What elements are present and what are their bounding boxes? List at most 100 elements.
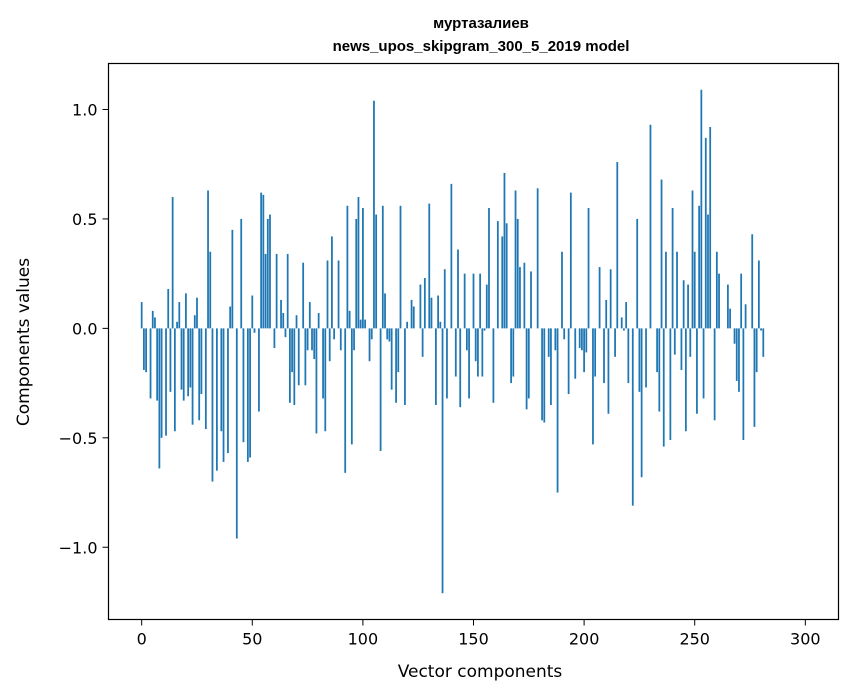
bar-109 xyxy=(381,205,384,329)
bar-217 xyxy=(620,317,623,329)
bar-265 xyxy=(727,284,729,329)
bar-198 xyxy=(578,328,581,349)
bar-248 xyxy=(689,328,692,357)
bar-46 xyxy=(242,328,245,443)
bar-95 xyxy=(350,328,353,445)
bar-12 xyxy=(167,288,170,329)
bar-173 xyxy=(523,262,526,329)
bar-20 xyxy=(185,293,187,329)
bar-29 xyxy=(204,328,207,430)
bar-49 xyxy=(249,328,251,458)
bar-212 xyxy=(609,269,612,329)
bar-170 xyxy=(516,218,519,329)
bar-215 xyxy=(616,162,619,329)
bar-204 xyxy=(592,328,594,445)
bar-7 xyxy=(156,328,159,401)
bar-199 xyxy=(581,328,583,351)
bar-268 xyxy=(733,328,736,344)
bar-30 xyxy=(207,190,209,329)
bar-56 xyxy=(264,253,267,329)
bar-126 xyxy=(419,284,422,329)
y-axis-label: Components values xyxy=(14,258,34,426)
bar-244 xyxy=(680,328,683,370)
bar-54 xyxy=(260,192,263,329)
bar-94 xyxy=(348,310,351,329)
bar-130 xyxy=(428,203,431,329)
bar-8 xyxy=(158,328,161,469)
bar-235 xyxy=(660,179,663,329)
x-tick-label: 150 xyxy=(458,630,489,649)
bar-233 xyxy=(656,328,658,373)
bar-16 xyxy=(176,321,178,329)
bar-27 xyxy=(200,328,203,395)
bar-5 xyxy=(151,310,154,329)
bar-226 xyxy=(640,328,643,478)
bar-77 xyxy=(311,328,313,351)
bar-97 xyxy=(355,218,358,329)
bar-151 xyxy=(474,328,477,362)
bar-187 xyxy=(554,328,557,351)
bar-4 xyxy=(149,328,152,399)
x-tick-label: 100 xyxy=(348,630,379,649)
bar-200 xyxy=(583,328,585,373)
bar-272 xyxy=(742,328,745,441)
bar-246 xyxy=(684,328,687,432)
bar-165 xyxy=(505,223,508,329)
bar-245 xyxy=(682,280,685,329)
bar-70 xyxy=(295,315,298,329)
bar-228 xyxy=(645,328,647,388)
bar-253 xyxy=(700,89,703,329)
bar-82 xyxy=(322,328,324,399)
bar-113 xyxy=(390,328,393,390)
bar-series xyxy=(140,89,765,594)
bar-37 xyxy=(222,328,225,462)
bar-36 xyxy=(220,328,223,432)
bar-123 xyxy=(412,306,415,329)
bar-40 xyxy=(229,306,232,329)
bar-225 xyxy=(638,328,641,392)
x-tick-label: 250 xyxy=(679,630,710,649)
bar-247 xyxy=(687,284,689,329)
bar-179 xyxy=(536,188,539,329)
bar-93 xyxy=(346,205,349,329)
bar-128 xyxy=(423,278,426,329)
bar-237 xyxy=(665,251,667,329)
bar-279 xyxy=(757,260,760,329)
bar-55 xyxy=(262,194,265,329)
bar-185 xyxy=(550,328,552,405)
bar-214 xyxy=(614,328,616,357)
bar-251 xyxy=(696,328,698,414)
bar-261 xyxy=(718,273,720,329)
bar-255 xyxy=(704,137,707,329)
bar-98 xyxy=(357,197,360,329)
bar-249 xyxy=(691,190,694,329)
bar-14 xyxy=(171,197,174,329)
bar-34 xyxy=(216,328,218,471)
bar-79 xyxy=(315,328,318,434)
bar-153 xyxy=(479,273,482,329)
chart-title: муртазалиев xyxy=(433,15,529,32)
bar-259 xyxy=(713,328,716,421)
bar-120 xyxy=(406,321,409,329)
bar-266 xyxy=(729,308,731,329)
bar-205 xyxy=(594,328,597,377)
bar-21 xyxy=(187,328,190,397)
bar-142 xyxy=(454,328,457,377)
bar-99 xyxy=(359,319,362,329)
bar-144 xyxy=(459,328,462,408)
y-tick-label: 0.5 xyxy=(72,210,97,229)
bar-69 xyxy=(293,328,296,405)
bar-87 xyxy=(333,328,336,340)
bar-135 xyxy=(439,321,442,329)
bar-85 xyxy=(328,328,331,362)
bar-23 xyxy=(191,328,194,425)
bar-100 xyxy=(362,207,364,329)
bar-122 xyxy=(410,299,413,329)
bar-202 xyxy=(587,207,590,329)
bar-127 xyxy=(421,328,424,357)
bar-92 xyxy=(344,328,347,473)
bar-26 xyxy=(198,328,201,421)
bar-96 xyxy=(353,328,355,351)
bar-168 xyxy=(512,328,515,377)
bar-164 xyxy=(503,172,506,329)
